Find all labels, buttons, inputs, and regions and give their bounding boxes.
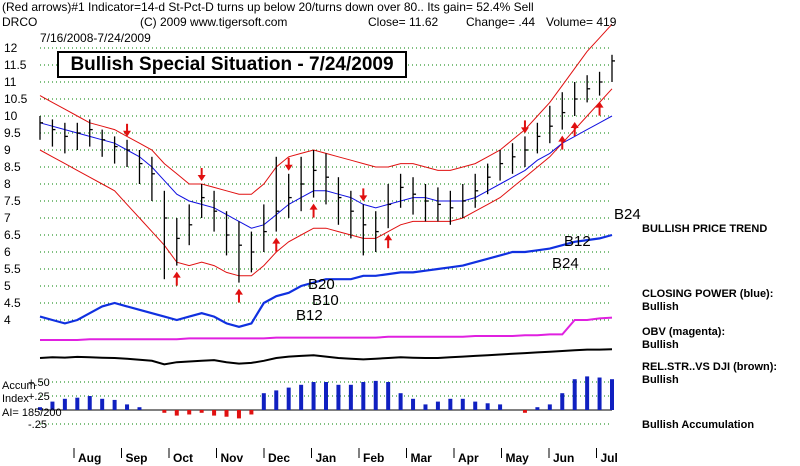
label-rel-str-status: Bullish	[642, 374, 679, 386]
y-tick-label: 4.5	[4, 296, 21, 310]
y-tick-label: 10	[4, 109, 18, 123]
y-tick-label: 7	[4, 211, 11, 225]
y-tick-label: 9.5	[4, 126, 21, 140]
y-tick-label: 9	[4, 143, 11, 157]
x-tick-label: Oct	[173, 451, 193, 465]
accum-tick-label: +.50	[28, 377, 50, 389]
header-volume: Volume= 419	[546, 15, 617, 29]
accum-tick-label: -.25	[28, 419, 47, 431]
y-tick-label: 6	[4, 245, 11, 259]
y-tick-label: 12	[4, 41, 18, 55]
signal-annotation: B24	[552, 255, 579, 272]
y-tick-label: 5	[4, 279, 11, 293]
accum-label-2: Index	[2, 393, 29, 405]
signal-annotation: B10	[312, 292, 339, 309]
x-tick-label: Sep	[126, 451, 148, 465]
y-tick-label: 8	[4, 177, 11, 191]
red-arrow-up-head	[558, 135, 567, 142]
red-arrow-down-head	[123, 130, 132, 137]
y-tick-label: 4	[4, 313, 11, 327]
header-copyright: (C) 2009 www.tigersoft.com	[140, 15, 288, 29]
rel-strength-line	[39, 348, 613, 366]
y-tick-label: 8.5	[4, 160, 21, 174]
date-range: 7/16/2008-7/24/2009	[40, 31, 151, 45]
accum-tick-label: +.25	[28, 391, 50, 403]
y-tick-label: 5.5	[4, 262, 21, 276]
y-tick-label: 7.5	[4, 194, 21, 208]
label-obv-status: Bullish	[642, 339, 679, 351]
accum-ai: AI= 185/200	[2, 407, 62, 419]
chart-title-box: Bullish Special Situation - 7/24/2009	[57, 51, 407, 78]
header-indicator-line: (Red arrows)#1 Indicator=14-d St-Pct-D t…	[2, 0, 534, 14]
x-tick-label: May	[506, 451, 530, 465]
red-arrow-down-head	[284, 164, 293, 171]
y-tick-label: 6.5	[4, 228, 21, 242]
signal-annotation: B12	[296, 307, 323, 324]
x-tick-label: Aug	[78, 451, 101, 465]
x-tick-label: Feb	[363, 451, 384, 465]
red-arrow-down-head	[197, 175, 206, 181]
red-arrow-down-head	[359, 195, 368, 202]
red-arrow-up-head	[172, 271, 181, 278]
label-price-trend: BULLISH PRICE TREND	[642, 223, 768, 235]
y-tick-label: 11	[4, 75, 17, 89]
closing-power-line	[39, 233, 613, 328]
label-closing-power-status: Bullish	[642, 301, 679, 313]
label-obv: OBV (magenta):	[642, 326, 726, 338]
red-arrow-up-head	[309, 203, 318, 210]
signal-annotation: B12	[564, 233, 591, 250]
y-tick-label: 11.5	[4, 58, 27, 72]
header-close: Close= 11.62	[368, 15, 439, 29]
lower-band-line	[39, 88, 613, 277]
x-tick-label: Nov	[221, 451, 244, 465]
x-tick-label: Mar	[411, 451, 433, 465]
accum-label-1: Accum	[2, 380, 36, 392]
x-tick-label: Dec	[268, 451, 290, 465]
label-accum: Bullish Accumulation	[642, 419, 755, 431]
obv-line	[40, 316, 613, 341]
label-closing-power: CLOSING POWER (blue):	[642, 288, 774, 300]
chart-title: Bullish Special Situation - 7/24/2009	[70, 54, 394, 75]
label-rel-str: REL.STR..VS DJI (brown):	[642, 361, 778, 373]
red-arrow-up-head	[595, 101, 604, 108]
red-arrow-up-head	[272, 237, 281, 244]
x-tick-label: Apr	[458, 451, 479, 465]
signal-annotation: B20	[308, 276, 335, 293]
signal-annotation: B24	[614, 206, 641, 223]
red-arrow-down-head	[520, 127, 529, 134]
red-arrow-up-head	[384, 234, 393, 241]
red-arrow-up-head	[570, 122, 579, 128]
x-tick-label: Jun	[553, 451, 574, 465]
header-change: Change= .44	[466, 15, 536, 29]
y-tick-label: 10.5	[4, 92, 28, 106]
red-arrow-up-head	[234, 288, 243, 295]
header-symbol: DRCO	[2, 15, 38, 29]
x-tick-label: Jul	[601, 451, 618, 465]
x-tick-label: Jan	[316, 451, 337, 465]
